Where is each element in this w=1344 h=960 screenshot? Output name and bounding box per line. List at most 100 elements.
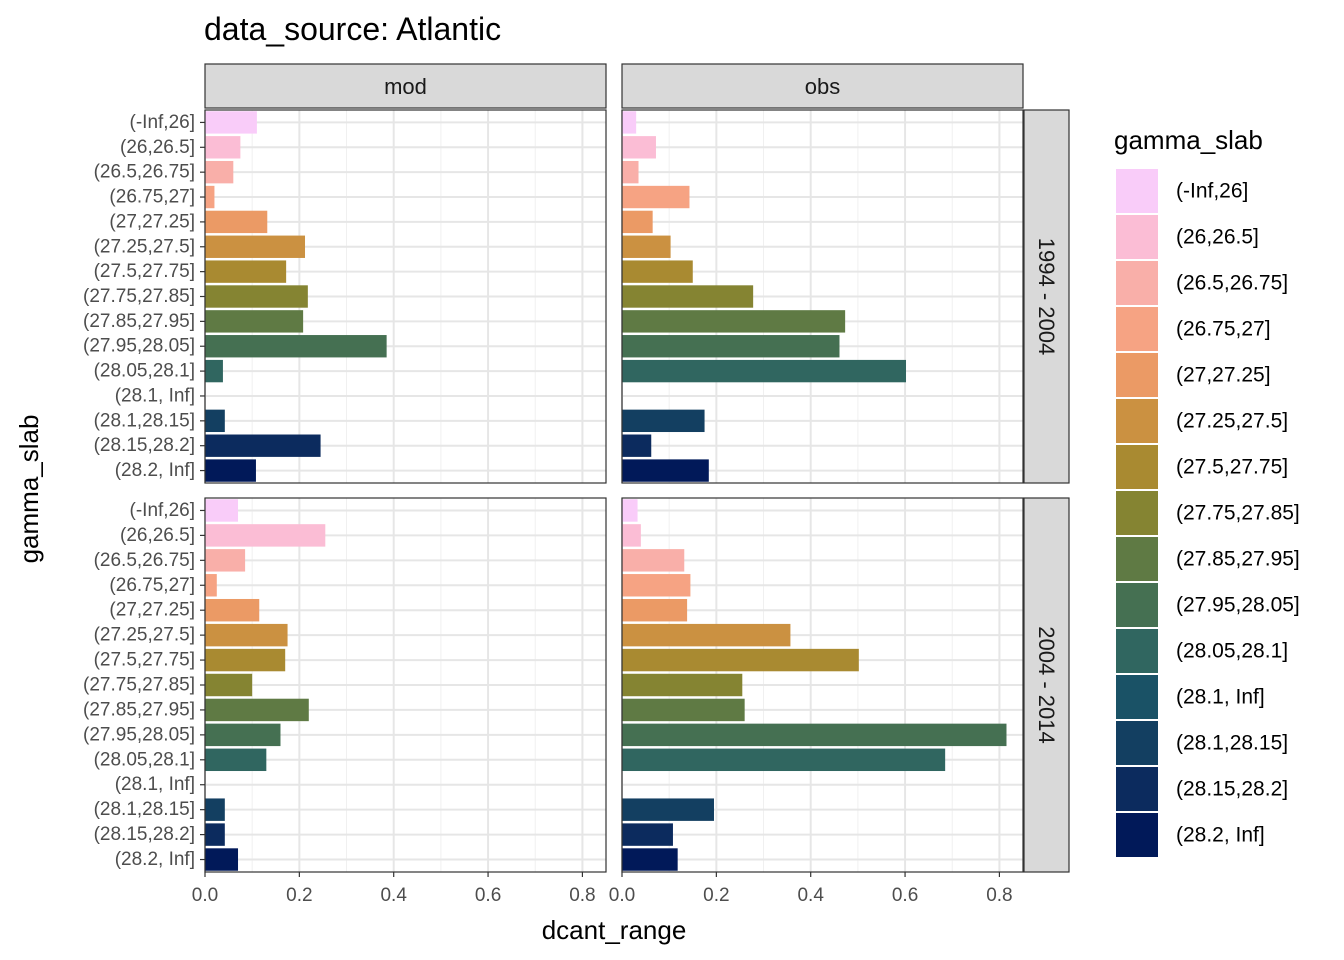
legend-label: (27.85,27.95]: [1176, 548, 1300, 571]
bar: [622, 459, 709, 482]
bar: [622, 648, 859, 672]
bar: [205, 459, 256, 482]
bar: [622, 335, 840, 358]
panel-mod-1: (-Inf,26] (26,26.5] (26.5,26.75] (26.75,27]…: [83, 497, 607, 906]
y-tick-label: (26,26.5]: [120, 137, 195, 158]
legend-item: (26.75,27]: [1116, 307, 1271, 351]
legend: gamma_slab (-Inf,26] (26,26.5] (26.5,26.75]…: [1114, 125, 1300, 857]
legend-item: (27.95,28.05]: [1116, 583, 1300, 627]
y-tick-label: (27.85,27.95]: [83, 699, 195, 720]
legend-item: (-Inf,26]: [1116, 169, 1248, 213]
bar: [622, 524, 641, 547]
legend-label: (28.2, Inf]: [1176, 824, 1265, 847]
bar: [205, 499, 239, 522]
legend-label: (27.95,28.05]: [1176, 594, 1300, 617]
legend-item: (28.15,28.2]: [1116, 767, 1288, 811]
facet-strip-label: mod: [384, 74, 427, 99]
y-axis-title: gamma_slab: [14, 415, 44, 564]
panel-border: [621, 109, 1024, 484]
bar: [205, 359, 223, 383]
legend-item: (28.05,28.1]: [1116, 629, 1288, 673]
facet-strip-mod: [204, 63, 607, 109]
bar: [205, 673, 253, 697]
bar: [205, 136, 241, 159]
legend-swatch: [1116, 445, 1158, 489]
bar: [622, 310, 846, 333]
facet-strip-row-0: [1023, 109, 1070, 484]
bar: [622, 623, 791, 647]
y-tick-label: (27.75,27.85]: [83, 286, 195, 307]
bar: [205, 748, 267, 772]
legend-label: (26.5,26.75]: [1176, 272, 1288, 295]
legend-swatch: [1116, 675, 1158, 719]
bar: [205, 524, 326, 547]
x-tick-label: 0.2: [286, 885, 312, 906]
legend-swatch: [1116, 629, 1158, 673]
legend-swatch: [1116, 537, 1158, 581]
y-tick-label: (28.1,28.15]: [94, 410, 195, 431]
y-tick-label: (26.75,27]: [109, 575, 195, 596]
bar: [622, 798, 714, 821]
legend-item: (27.75,27.85]: [1116, 491, 1300, 535]
bar: [622, 409, 705, 433]
legend-label: (27.5,27.75]: [1176, 456, 1288, 479]
legend-label: (28.1, Inf]: [1176, 686, 1265, 709]
bar: [205, 185, 215, 209]
panel-obs-0: [621, 109, 1024, 484]
y-tick-label: (26.75,27]: [109, 187, 195, 208]
bar: [622, 136, 656, 159]
bar: [622, 260, 693, 283]
legend-swatch: [1116, 169, 1158, 213]
chart-title: data_source: Atlantic: [204, 11, 501, 47]
legend-swatch: [1116, 767, 1158, 811]
legend-item: (27.85,27.95]: [1116, 537, 1300, 581]
legend-swatch: [1116, 491, 1158, 535]
y-tick-label: (26.5,26.75]: [94, 162, 195, 183]
legend-item: (28.1, Inf]: [1116, 675, 1265, 719]
bar: [205, 598, 260, 622]
y-tick-label: (27.5,27.75]: [94, 261, 195, 282]
legend-swatch: [1116, 215, 1158, 259]
bar: [622, 111, 637, 134]
panel-border: [621, 497, 1024, 873]
bar: [205, 574, 217, 597]
legend-label: (27.25,27.5]: [1176, 410, 1288, 433]
y-tick-label: (28.1,28.15]: [94, 799, 195, 820]
y-tick-label: (27.5,27.75]: [94, 650, 195, 671]
panel-mod-0: (-Inf,26] (26,26.5] (26.5,26.75] (26.75,27]…: [83, 109, 607, 484]
bar: [622, 434, 652, 457]
bar: [622, 549, 685, 572]
bar: [622, 185, 690, 209]
bar: [622, 235, 671, 258]
legend-swatch: [1116, 583, 1158, 627]
y-tick-label: (27.95,28.05]: [83, 336, 195, 357]
legend-item: (26.5,26.75]: [1116, 261, 1288, 305]
legend-item: (27.25,27.5]: [1116, 399, 1288, 443]
legend-swatch: [1116, 353, 1158, 397]
bar: [205, 160, 234, 184]
bar: [622, 698, 745, 722]
bar: [622, 359, 907, 383]
x-axis-title: dcant_range: [542, 915, 687, 945]
y-tick-label: (28.1, Inf]: [115, 385, 195, 406]
facet-strip-label: 2004 - 2014: [1034, 626, 1059, 743]
x-tick-label: 0.8: [986, 885, 1012, 906]
bar: [205, 235, 306, 258]
bar: [205, 285, 308, 308]
facet-strip-obs: [621, 63, 1024, 109]
x-tick-label: 0.6: [892, 885, 918, 906]
y-tick-label: (27,27.25]: [109, 211, 195, 232]
x-tick-label: 0.8: [569, 885, 595, 906]
x-tick-label: 0.4: [797, 885, 824, 906]
legend-item: (27.5,27.75]: [1116, 445, 1288, 489]
bar: [205, 310, 304, 333]
bar: [205, 848, 239, 871]
x-tick-label: 0.4: [380, 885, 407, 906]
legend-label: (-Inf,26]: [1176, 180, 1248, 203]
y-tick-label: (27,27.25]: [109, 600, 195, 621]
bar: [205, 648, 286, 672]
y-tick-label: (-Inf,26]: [130, 500, 195, 521]
legend-swatch: [1116, 721, 1158, 765]
panel-obs-1: 0.0 0.2 0.4 0.6 0.8: [609, 497, 1024, 906]
